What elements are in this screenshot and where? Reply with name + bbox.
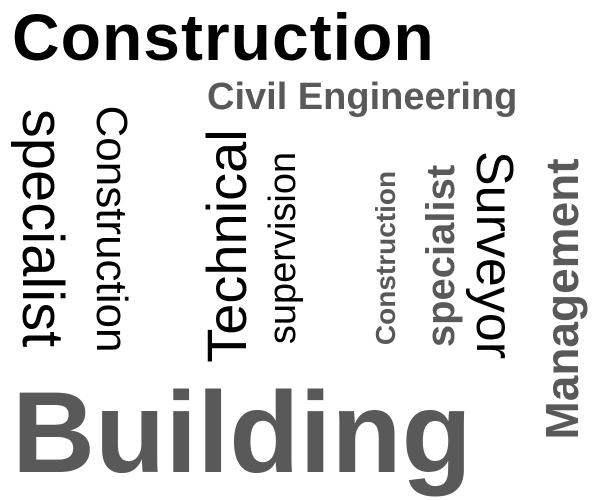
word-construction-3: Construction	[370, 170, 401, 346]
word-construction-title: Construction	[12, 0, 435, 74]
word-technical: Technical	[195, 129, 258, 363]
word-specialist-2: specialist	[419, 164, 463, 348]
word-surveyor: Surveyor	[465, 150, 523, 360]
word-specialist-1: specialist	[10, 108, 75, 348]
word-building: Building	[12, 369, 472, 497]
word-construction-2: Construction	[87, 105, 136, 353]
word-civil-engineering: Civil Engineering	[207, 76, 518, 118]
word-management: Management	[536, 158, 588, 440]
word-supervision: supervision	[262, 151, 304, 345]
